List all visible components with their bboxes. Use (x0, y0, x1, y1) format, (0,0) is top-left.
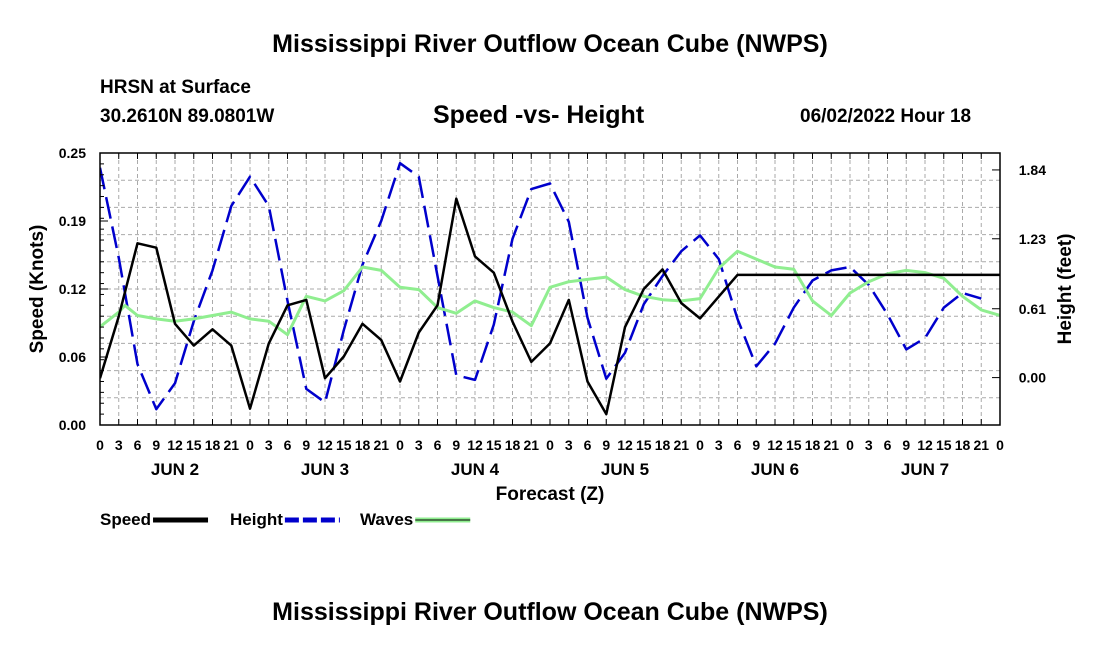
x-tick-label: 15 (486, 437, 502, 453)
legend-label-speed: Speed (100, 510, 151, 529)
legend: Speed Height Waves (100, 510, 471, 529)
day-label: JUN 5 (601, 460, 649, 479)
x-tick-label: 6 (884, 437, 892, 453)
x-tick-label: 3 (565, 437, 573, 453)
x-tick-label: 9 (452, 437, 460, 453)
y-left-axis-title: Speed (Knots) (27, 225, 48, 354)
coordinates-label: 30.2610N 89.0801W (100, 106, 275, 127)
x-tick-label: 9 (152, 437, 160, 453)
x-tick-label: 21 (523, 437, 539, 453)
legend-label-height: Height (230, 510, 283, 529)
forecast-datetime: 06/02/2022 Hour 18 (800, 106, 972, 127)
series-line-speed (100, 197, 1000, 416)
x-tick-label: 6 (434, 437, 442, 453)
x-tick-label: 3 (715, 437, 723, 453)
x-tick-label: 21 (673, 437, 689, 453)
day-label: JUN 7 (901, 460, 949, 479)
x-tick-label: 18 (805, 437, 821, 453)
chart-title: Speed -vs- Height (433, 101, 645, 129)
x-tick-label: 0 (696, 437, 704, 453)
x-tick-label: 21 (973, 437, 989, 453)
series-line-waves (100, 249, 1000, 337)
x-tick-label: 6 (134, 437, 142, 453)
day-label: JUN 2 (151, 460, 199, 479)
x-tick-label: 0 (96, 437, 104, 453)
x-tick-label: 0 (996, 437, 1004, 453)
x-tick-label: 9 (902, 437, 910, 453)
x-tick-label: 18 (505, 437, 521, 453)
x-tick-label: 15 (936, 437, 952, 453)
x-tick-label: 3 (865, 437, 873, 453)
x-tick-label: 15 (186, 437, 202, 453)
x-tick-label: 18 (205, 437, 221, 453)
bottom-title: Mississippi River Outflow Ocean Cube (NW… (272, 598, 828, 626)
y-right-tick-label: 0.00 (1019, 370, 1046, 386)
x-tick-label: 0 (846, 437, 854, 453)
y-left-tick-label: 0.00 (59, 417, 86, 433)
x-tick-label: 6 (284, 437, 292, 453)
legend-label-waves: Waves (360, 510, 413, 529)
day-label: JUN 4 (451, 460, 500, 479)
x-tick-label: 15 (636, 437, 652, 453)
x-tick-label: 18 (655, 437, 671, 453)
x-tick-label: 18 (355, 437, 371, 453)
x-tick-label: 0 (396, 437, 404, 453)
x-tick-label: 12 (767, 437, 783, 453)
y-left-tick-label: 0.12 (59, 281, 86, 297)
x-tick-label: 15 (786, 437, 802, 453)
x-tick-label: 9 (602, 437, 610, 453)
x-tick-label: 21 (373, 437, 389, 453)
x-tick-label: 21 (823, 437, 839, 453)
x-tick-label: 9 (302, 437, 310, 453)
axes: 0 3 6 9 12 15 18 21 0 3 6 9 12 15 18 21 0 3 6 9 12 15 18 21 0 3 6 9… (27, 145, 1076, 505)
x-tick-label: 6 (734, 437, 742, 453)
y-right-tick-label: 1.84 (1019, 162, 1046, 178)
x-tick-label: 12 (917, 437, 933, 453)
series-line-height (100, 161, 982, 411)
x-tick-label: 12 (317, 437, 333, 453)
x-tick-label: 12 (467, 437, 483, 453)
y-right-axis-title: Height (feet) (1055, 234, 1076, 345)
x-tick-label: 12 (617, 437, 633, 453)
day-label: JUN 6 (751, 460, 799, 479)
x-tick-label: 0 (246, 437, 254, 453)
y-left-tick-label: 0.19 (59, 213, 86, 229)
x-tick-label: 12 (167, 437, 183, 453)
y-right-tick-label: 1.23 (1019, 231, 1046, 247)
x-tick-label: 3 (115, 437, 123, 453)
x-tick-label: 6 (584, 437, 592, 453)
x-tick-label: 9 (752, 437, 760, 453)
x-axis-title: Forecast (Z) (496, 484, 605, 505)
day-label: JUN 3 (301, 460, 349, 479)
x-tick-label: 15 (336, 437, 352, 453)
x-tick-label: 21 (223, 437, 239, 453)
y-left-tick-label: 0.06 (59, 349, 86, 365)
x-tick-label: 0 (546, 437, 554, 453)
speed-height-chart: 0 3 6 9 12 15 18 21 0 3 6 9 12 15 18 21 0 3 6 9 12 15 18 21 0 3 6 9… (27, 145, 1076, 529)
x-tick-label: 18 (955, 437, 971, 453)
y-right-tick-label: 0.61 (1019, 301, 1046, 317)
x-tick-label: 3 (415, 437, 423, 453)
series-lines (100, 161, 1000, 416)
y-left-tick-label: 0.25 (59, 145, 86, 161)
x-tick-label: 3 (265, 437, 273, 453)
main-title: Mississippi River Outflow Ocean Cube (NW… (272, 30, 828, 58)
station-label: HRSN at Surface (100, 77, 251, 98)
